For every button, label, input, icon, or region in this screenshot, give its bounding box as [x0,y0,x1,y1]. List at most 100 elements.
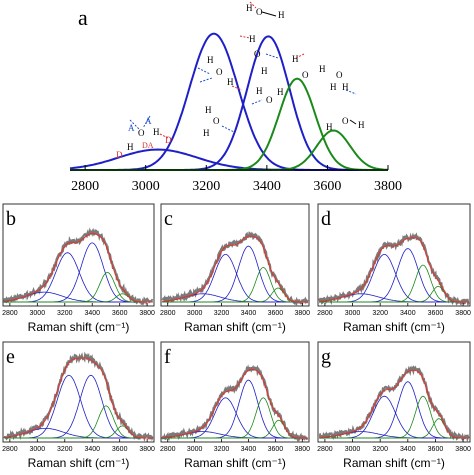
x-tick-label: 2800 [317,446,333,453]
panel-frame [317,203,471,307]
atom-label-o: O [254,49,261,59]
x-tick-label: 3000 [345,446,361,453]
x-axis-label: Raman shift (cm⁻¹) [28,456,130,470]
x-tick-label: 3400 [400,310,416,317]
atom-label-d: D [116,150,123,160]
x-tick-label: 3200 [372,446,388,453]
atom-label-h: H [153,127,160,137]
acceptor-bond [197,67,211,75]
atom-label-h: H [207,55,214,65]
x-tick-label: 2800 [71,179,99,194]
acceptor-bond [199,77,213,83]
component-curve-4 [319,285,469,303]
panel-b: 2800 3000 3200 3400 3600 3800 Raman shift (cm⁻… [2,203,155,334]
x-tick-label: 3600 [268,310,284,317]
fit-envelope [4,357,153,439]
x-tick-label: 3000 [345,310,361,317]
fit-envelope [319,369,469,439]
x-tick-label: 3200 [372,310,388,317]
atom-label-h: H [246,3,253,13]
atom-label-o: O [266,95,273,105]
structure-label-da: DA [142,141,154,150]
atom-label-h: H [205,105,212,115]
atom-label-a: A [128,123,135,133]
panel-a: a 2800 3000 3200 3400 3600 3800 DA A A O H H … [69,1,402,194]
x-tick-label: 3400 [84,446,100,453]
donor-bond [295,53,305,59]
fit-envelope [319,237,469,303]
x-tick-label: 3000 [30,446,46,453]
x-tick-label: 3000 [187,446,203,453]
atom-label-h: H [249,34,256,44]
atom-label-h: H [278,10,285,20]
acceptor-bond [345,89,357,95]
atom-label-o: O [342,116,349,126]
water-molecule-icon: DA A A O H H D D [116,115,172,160]
panel-f: 2800 3000 3200 3400 3600 3800 Raman shift (cm⁻… [160,341,310,470]
panel-frame [160,203,310,307]
atom-label-h: H [261,66,268,76]
atom-label-o: O [336,70,343,80]
panel-frame [2,203,155,307]
fit-envelope [162,235,308,303]
acceptor-bond [142,115,151,129]
acceptor-bond [265,53,279,59]
atom-label-d: D [165,135,172,145]
water-molecule-icon: H O H O H H [292,53,357,95]
x-tick-label: 3200 [192,179,220,194]
panel-f-label: f [164,346,171,368]
atom-label-h: H [330,82,337,92]
acceptor-bond [129,119,141,131]
panel-e-label: e [6,346,15,368]
x-tick-label: 3600 [428,310,444,317]
x-axis-label: Raman shift (cm⁻¹) [184,320,286,334]
x-tick-label: 3600 [428,446,444,453]
panel-g: 2800 3000 3200 3400 3600 3800 Raman shift (cm⁻… [317,341,471,470]
component-curve-4 [162,287,308,303]
x-tick-label: 3200 [214,310,230,317]
donor-bond [159,133,169,139]
x-tick-label: 3400 [241,310,257,317]
x-tick-label: 3800 [455,446,471,453]
atom-label-h: H [227,77,234,87]
x-tick-label: 3400 [241,446,257,453]
x-tick-label: 3600 [313,179,341,194]
atom-label-h: H [127,142,134,152]
x-tick-label: 2800 [2,310,18,317]
panel-d: 2800 3000 3200 3400 3600 3800 Raman shift (cm⁻… [317,203,471,334]
x-tick-label: 3200 [57,446,73,453]
x-tick-label: 2800 [317,310,333,317]
atom-label-o: O [138,128,145,138]
water-molecule-icon: H O H H O H [197,55,243,138]
fit-envelope [4,232,153,303]
x-tick-label: 3800 [374,179,402,194]
x-tick-label: 3200 [214,446,230,453]
x-axis-label: Raman shift (cm⁻¹) [184,456,286,470]
x-tick-label: 3800 [139,446,155,453]
panel-e: 2800 3000 3200 3400 3600 3800 Raman shift (cm⁻… [2,341,155,470]
fit-envelope [162,368,308,439]
x-tick-label: 3000 [30,310,46,317]
x-tick-label: 3600 [112,446,128,453]
x-tick-label: 2800 [2,446,18,453]
water-molecule-icon: H O H [326,116,365,132]
panel-a-label: a [78,5,88,30]
oh-bond [261,11,277,17]
component-curve-4 [4,293,153,303]
x-tick-label: 3400 [84,310,100,317]
x-tick-label: 2800 [160,446,176,453]
panel-c-label: c [164,208,173,230]
x-tick-label: 3000 [187,310,203,317]
x-tick-label: 3800 [455,310,471,317]
x-tick-label: 3000 [132,179,160,194]
panel-c: 2800 3000 3200 3400 3600 3800 Raman shift (cm⁻… [160,203,310,334]
donor-bond [239,35,251,39]
atom-label-h: H [358,120,365,130]
x-tick-label: 3400 [400,446,416,453]
x-tick-label: 3200 [57,310,73,317]
x-tick-label: 3600 [268,446,284,453]
atom-label-h: H [256,86,263,96]
panel-frame [160,341,310,443]
panel-d-label: d [321,208,331,230]
measured-spectrum [161,231,309,307]
